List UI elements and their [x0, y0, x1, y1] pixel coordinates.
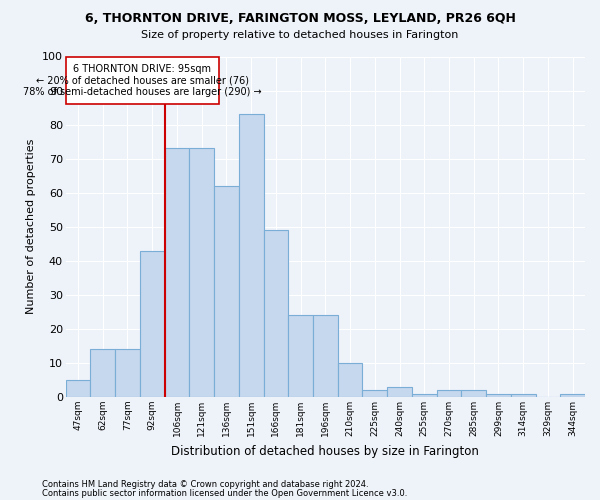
- Bar: [560, 394, 585, 397]
- FancyBboxPatch shape: [65, 56, 219, 104]
- Bar: [338, 363, 362, 397]
- Bar: [387, 387, 412, 397]
- Y-axis label: Number of detached properties: Number of detached properties: [26, 139, 37, 314]
- Bar: [362, 390, 387, 397]
- Text: Contains public sector information licensed under the Open Government Licence v3: Contains public sector information licen…: [42, 489, 407, 498]
- Bar: [263, 230, 288, 397]
- Bar: [214, 186, 239, 397]
- Bar: [91, 350, 115, 397]
- Bar: [65, 380, 91, 397]
- Bar: [412, 394, 437, 397]
- Text: 6, THORNTON DRIVE, FARINGTON MOSS, LEYLAND, PR26 6QH: 6, THORNTON DRIVE, FARINGTON MOSS, LEYLA…: [85, 12, 515, 26]
- Bar: [115, 350, 140, 397]
- Bar: [288, 316, 313, 397]
- Bar: [239, 114, 263, 397]
- Bar: [511, 394, 536, 397]
- Bar: [190, 148, 214, 397]
- X-axis label: Distribution of detached houses by size in Farington: Distribution of detached houses by size …: [172, 444, 479, 458]
- Bar: [313, 316, 338, 397]
- Bar: [486, 394, 511, 397]
- Bar: [140, 250, 164, 397]
- Text: Contains HM Land Registry data © Crown copyright and database right 2024.: Contains HM Land Registry data © Crown c…: [42, 480, 368, 489]
- Bar: [437, 390, 461, 397]
- Text: Size of property relative to detached houses in Farington: Size of property relative to detached ho…: [142, 30, 458, 40]
- Bar: [461, 390, 486, 397]
- Text: 6 THORNTON DRIVE: 95sqm
← 20% of detached houses are smaller (76)
78% of semi-de: 6 THORNTON DRIVE: 95sqm ← 20% of detache…: [23, 64, 262, 97]
- Bar: [164, 148, 190, 397]
